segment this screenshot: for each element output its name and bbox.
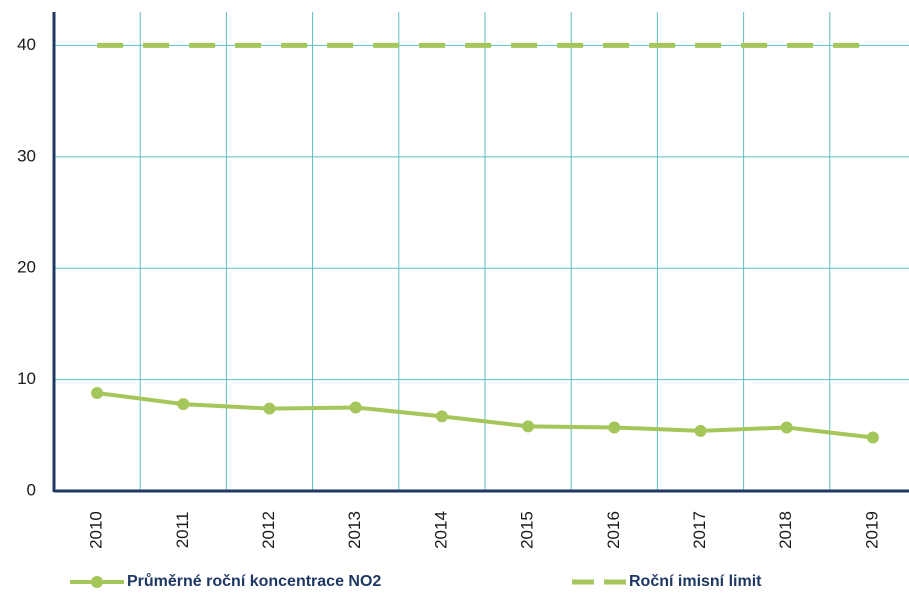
x-tick-label: 2014	[431, 511, 450, 549]
point	[780, 421, 793, 434]
x-tick-label: 2012	[259, 511, 278, 549]
y-tick-label: 40	[17, 35, 36, 54]
y-tick-label: 20	[17, 258, 36, 277]
y-tick-label: 10	[17, 369, 36, 388]
point	[349, 401, 362, 414]
point	[608, 421, 621, 434]
x-tick-label: 2015	[518, 511, 537, 549]
x-tick-label: 2010	[87, 511, 106, 549]
point	[263, 402, 276, 415]
point	[91, 386, 104, 399]
point	[177, 398, 190, 411]
point	[694, 424, 707, 437]
y-tick-label: 0	[27, 480, 36, 499]
point	[435, 410, 448, 423]
legend-marker	[91, 576, 103, 588]
x-tick-label: 2019	[862, 511, 881, 549]
point	[522, 420, 535, 433]
x-tick-label: 2017	[690, 511, 709, 549]
x-tick-label: 2013	[345, 511, 364, 549]
x-tick-label: 2016	[604, 511, 623, 549]
point	[866, 431, 879, 444]
x-tick-label: 2011	[173, 512, 192, 549]
legend-label: Roční imisní limit	[629, 573, 762, 590]
x-tick-label: 2018	[776, 511, 795, 549]
legend-label: Průměrné roční koncentrace NO2	[127, 573, 381, 590]
y-tick-label: 30	[17, 146, 36, 165]
series-line	[96, 390, 874, 440]
